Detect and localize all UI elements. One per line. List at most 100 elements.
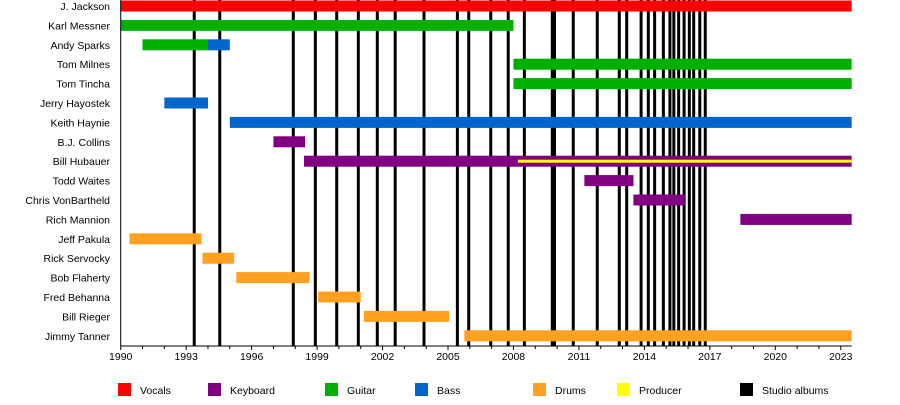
- x-tick-label: 2023: [829, 351, 853, 363]
- legend-swatch-keyboard: [208, 383, 221, 396]
- x-tick-label: 2017: [698, 351, 722, 363]
- studio-album-line: [595, 0, 599, 346]
- member-label: J. Jackson: [60, 1, 110, 13]
- member-label: Bill Rieger: [62, 311, 110, 323]
- member-label: Karl Messner: [48, 20, 110, 32]
- bar-producer: [517, 159, 852, 163]
- studio-album-line: [522, 0, 526, 346]
- studio-album-line: [646, 0, 650, 346]
- legend-label: Bass: [437, 385, 460, 397]
- member-label: Fred Behanna: [43, 292, 110, 304]
- studio-album-line: [661, 0, 665, 346]
- bar-bass: [207, 39, 230, 51]
- studio-album-line: [422, 0, 426, 346]
- bar-keyboard: [633, 194, 685, 206]
- x-tick-label: 2005: [436, 351, 460, 363]
- member-label: Rick Servocky: [43, 253, 110, 265]
- studio-album-line: [677, 0, 681, 346]
- member-label: Jimmy Tanner: [45, 331, 111, 343]
- legend-label: Producer: [639, 385, 682, 397]
- studio-album-line: [552, 0, 556, 346]
- studio-album-line: [672, 0, 676, 346]
- studio-album-line: [703, 0, 707, 346]
- studio-album-line: [653, 0, 657, 346]
- member-label: Tom Tincha: [56, 79, 110, 91]
- studio-album-line: [291, 0, 295, 346]
- legend-swatch-studio-albums: [740, 383, 753, 396]
- x-tick-label: 1999: [305, 351, 329, 363]
- bar-guitar: [513, 58, 852, 70]
- studio-album-line: [393, 0, 397, 346]
- studio-album-line: [192, 0, 196, 346]
- x-tick-label: 2011: [568, 351, 591, 363]
- studio-album-line: [375, 0, 379, 346]
- legend-label: Drums: [555, 385, 586, 397]
- bar-drums: [236, 272, 310, 284]
- x-tick-label: 2020: [764, 351, 788, 363]
- studio-album-line: [639, 0, 643, 346]
- x-tick-label: 2002: [371, 351, 395, 363]
- studio-album-line: [692, 0, 696, 346]
- bar-drums: [129, 233, 202, 245]
- bar-keyboard: [740, 213, 852, 225]
- x-tick-label: 2014: [633, 351, 657, 363]
- bar-bass: [164, 97, 208, 109]
- studio-album-line: [571, 0, 575, 346]
- bar-vocals: [120, 0, 852, 12]
- studio-album-line: [698, 0, 702, 346]
- bar-guitar: [142, 39, 208, 51]
- bar-drums: [363, 310, 450, 322]
- legend: Vocals Keyboard Guitar Bass Drums Producer Stu…: [118, 383, 829, 397]
- studio-album-line: [687, 0, 691, 346]
- member-label: Jeff Pakula: [58, 234, 110, 246]
- studio-album-line: [218, 0, 222, 346]
- x-tick-label: 1996: [240, 351, 264, 363]
- member-label: Tom Milnes: [57, 59, 110, 71]
- bar-guitar: [120, 19, 514, 31]
- x-tick-label: 2008: [502, 351, 526, 363]
- studio-album-line: [467, 0, 471, 346]
- legend-swatch-producer: [617, 383, 630, 396]
- x-tick-label: 1990: [109, 351, 133, 363]
- studio-album-line: [356, 0, 360, 346]
- bar-drums: [464, 330, 852, 342]
- studio-album-line: [506, 0, 510, 346]
- bar-drums: [318, 291, 361, 303]
- studio-album-line: [668, 0, 672, 346]
- x-tick-label: 1993: [174, 351, 198, 363]
- member-label: Jerry Hayostek: [40, 98, 111, 110]
- studio-album-line: [617, 0, 621, 346]
- studio-album-line: [489, 0, 493, 346]
- x-axis: 1990 1993 1996 1999 2002 2005 2008 2011 2014 2017…: [109, 0, 853, 363]
- legend-label: Guitar: [347, 385, 376, 397]
- legend-label: Keyboard: [230, 385, 275, 397]
- studio-album-line: [625, 0, 629, 346]
- member-bars: [120, 0, 852, 342]
- member-label: Keith Haynie: [50, 117, 110, 129]
- bar-guitar: [513, 78, 852, 90]
- studio-album-line: [313, 0, 317, 346]
- studio-album-line: [550, 0, 554, 346]
- member-label: Rich Mannion: [46, 214, 110, 226]
- member-label: Andy Sparks: [50, 40, 110, 52]
- studio-album-line: [455, 0, 459, 346]
- legend-label: Studio albums: [762, 385, 829, 397]
- member-labels: J. Jackson Karl Messner Andy Sparks Tom Mil…: [25, 1, 110, 343]
- member-label: Bill Hubauer: [53, 156, 111, 168]
- legend-label: Vocals: [140, 385, 171, 397]
- member-label: B.J. Collins: [57, 137, 110, 149]
- legend-swatch-drums: [533, 383, 546, 396]
- member-label: Chris VonBartheld: [25, 195, 110, 207]
- bar-keyboard: [584, 175, 634, 187]
- bar-keyboard: [273, 136, 306, 148]
- legend-swatch-bass: [415, 383, 428, 396]
- bar-bass: [229, 116, 852, 128]
- bar-drums: [202, 252, 235, 264]
- studio-album-line: [335, 0, 339, 346]
- member-label: Bob Flaherty: [50, 273, 110, 285]
- studio-album-lines: [192, 0, 707, 346]
- legend-swatch-guitar: [325, 383, 338, 396]
- legend-swatch-vocals: [118, 383, 131, 396]
- studio-album-line: [682, 0, 686, 346]
